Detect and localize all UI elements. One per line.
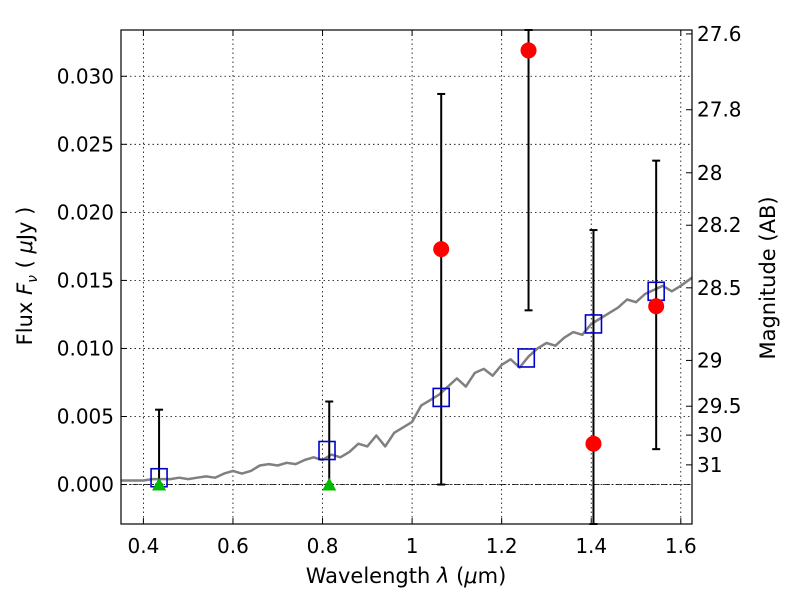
model-point [318, 440, 336, 461]
detection-point [433, 241, 450, 258]
detection-point [520, 42, 537, 59]
magnitude-tick-label: 30 [697, 423, 722, 447]
x-tick-label: 0.4 [127, 534, 159, 558]
upper-limit-point [152, 477, 167, 491]
y-tick-label: 0.010 [57, 336, 114, 360]
spectrum-line [121, 276, 693, 482]
y-tick-label: 0.030 [57, 64, 114, 88]
x-tick-label: 1.2 [486, 534, 518, 558]
x-tick-label: 1.4 [575, 534, 607, 558]
model-point [517, 348, 536, 368]
y-tick-label: 0.020 [57, 200, 114, 224]
axes-frame [120, 29, 693, 525]
upper-limit-point [322, 477, 337, 491]
model-point [432, 387, 451, 408]
model-point [584, 314, 603, 334]
y-tick-label: 0.000 [57, 473, 114, 497]
y-tick-label: 0.005 [57, 404, 114, 428]
x-axis-label: Wavelength λ (μm) [306, 564, 507, 588]
magnitude-tick-label: 28.5 [697, 276, 742, 300]
y-axis-label: Flux Fν ( μJy ) [13, 207, 41, 346]
grid-lines [121, 30, 692, 524]
magnitude-tick-label: 28 [697, 161, 722, 185]
magnitude-tick-label: 27.8 [697, 98, 742, 122]
y-tick-label: 0.025 [57, 132, 114, 156]
y-tick-label: 0.015 [57, 268, 114, 292]
x-tick-label: 0.8 [307, 534, 339, 558]
x-tick-label: 1.6 [665, 534, 697, 558]
x-tick-label: 1 [406, 534, 419, 558]
magnitude-tick-label: 27.6 [697, 22, 742, 46]
detection-point [585, 435, 602, 452]
magnitude-tick-label: 29 [697, 348, 722, 372]
x-tick-label: 0.6 [217, 534, 249, 558]
axis-ticks: 0.4 0.6 0.8 1 1.2 1.4 1.6 0.000 0.005 0.010 0.015 0… [57, 22, 742, 558]
magnitude-tick-label: 29.5 [697, 394, 742, 418]
y2-axis-label: Magnitude (AB) [756, 196, 780, 359]
magnitude-tick-label: 31 [697, 453, 722, 477]
plot-area [121, 29, 693, 525]
magnitude-tick-label: 28.2 [697, 213, 742, 237]
detection-point [648, 298, 665, 315]
